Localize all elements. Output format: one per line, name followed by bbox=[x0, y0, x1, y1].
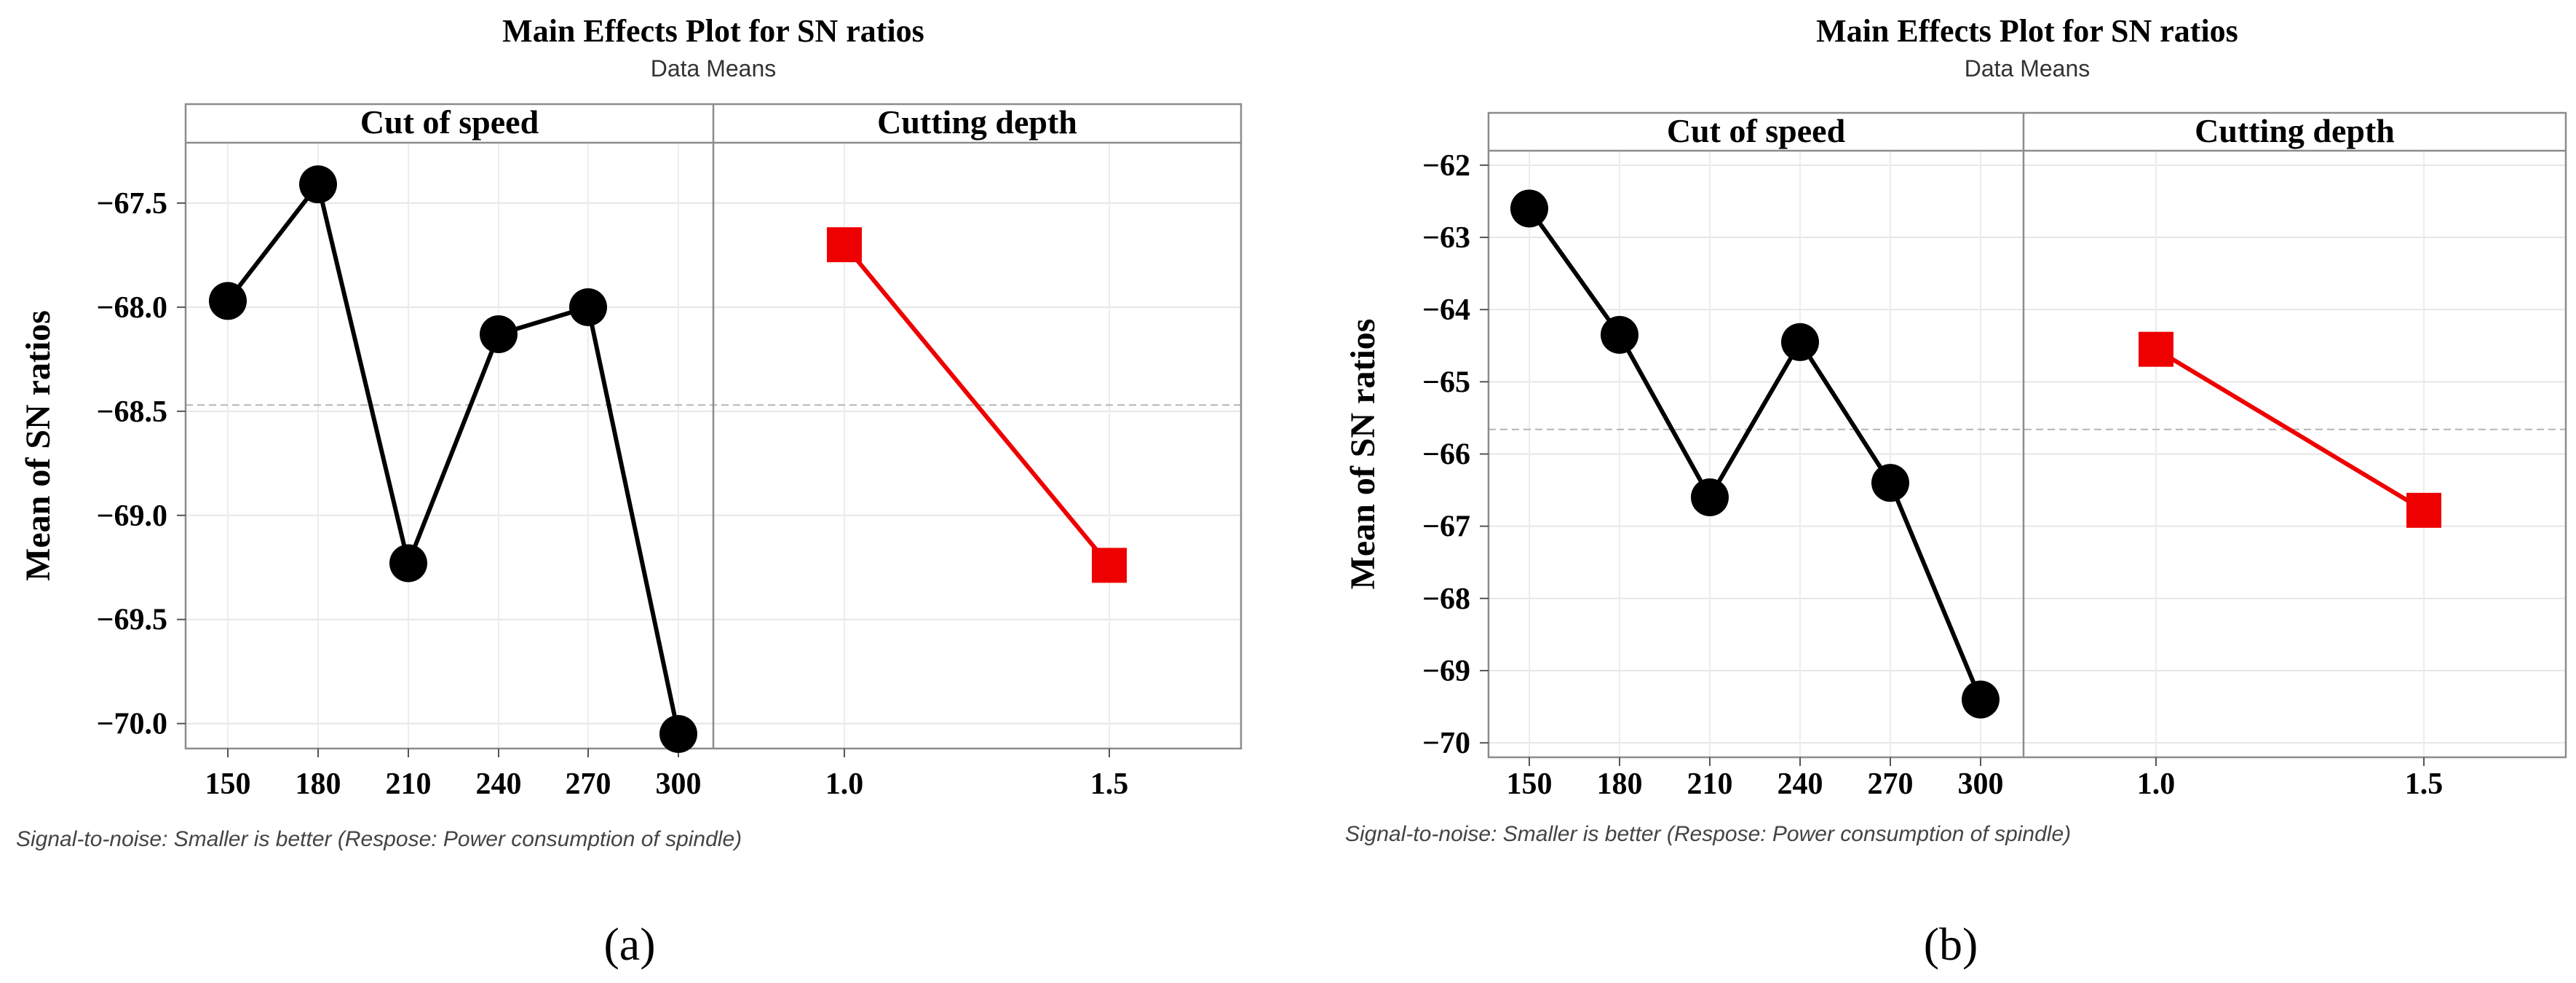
x-tick-label: 150 bbox=[205, 767, 251, 801]
data-point bbox=[1962, 680, 2000, 719]
panel-label: (a) bbox=[603, 918, 655, 970]
x-tick-label: 240 bbox=[476, 767, 522, 801]
y-tick-label: −68.0 bbox=[97, 291, 167, 325]
facet-strip-label: Cutting depth bbox=[877, 103, 1077, 141]
y-axis-label: Mean of SN ratios bbox=[19, 310, 58, 581]
chart-title: Main Effects Plot for SN ratios bbox=[502, 13, 924, 49]
data-point bbox=[1781, 323, 1819, 361]
x-tick-label: 300 bbox=[1958, 767, 2004, 801]
y-tick-label: −68 bbox=[1422, 583, 1470, 616]
series-cut-of-speed: 150 180 210 240 270 300 bbox=[1507, 189, 2004, 801]
y-tick-label: −69.5 bbox=[97, 604, 167, 637]
chart-subtitle: Data Means bbox=[1965, 55, 2090, 82]
series-line bbox=[842, 243, 1111, 567]
y-tick-label: −69 bbox=[1422, 655, 1470, 688]
data-point bbox=[1092, 548, 1127, 583]
x-tick-label: 180 bbox=[296, 767, 341, 801]
y-axis-label: Mean of SN ratios bbox=[1344, 319, 1382, 590]
x-tick-label: 1.0 bbox=[2137, 767, 2176, 801]
chart-panel-b: Main Effects Plot for SN ratios Data Mean… bbox=[1344, 13, 2567, 970]
y-tick-label: −66 bbox=[1422, 438, 1470, 472]
y-tick-label: −67 bbox=[1422, 510, 1470, 544]
data-point bbox=[299, 165, 337, 204]
y-tick-label: −65 bbox=[1422, 366, 1470, 399]
data-point bbox=[2406, 492, 2441, 528]
series-cut-of-speed: 150 180 210 240 270 300 bbox=[205, 165, 702, 801]
data-point bbox=[1510, 189, 1548, 228]
x-tick-label: 1.5 bbox=[2405, 767, 2444, 801]
x-tick-label: 270 bbox=[1868, 767, 1914, 801]
chart-subtitle: Data Means bbox=[651, 55, 777, 82]
data-point bbox=[659, 714, 697, 753]
series-line bbox=[2155, 347, 2425, 513]
y-tick-label: −63 bbox=[1422, 221, 1470, 255]
data-point bbox=[389, 544, 427, 583]
x-tick-label: 270 bbox=[566, 767, 611, 801]
y-tick-label: −68.5 bbox=[97, 395, 167, 429]
y-tick-label: −62 bbox=[1422, 149, 1470, 183]
data-point bbox=[209, 282, 247, 320]
x-tick-label: 210 bbox=[1687, 767, 1733, 801]
gridlines bbox=[1489, 151, 2566, 757]
facet-strip-label: Cutting depth bbox=[2195, 112, 2395, 149]
data-point bbox=[569, 288, 607, 326]
y-axis: −67.5 −68.0 −68.5 −69.0 −69.5 −70.0 bbox=[97, 187, 186, 741]
chart-title: Main Effects Plot for SN ratios bbox=[1816, 13, 2238, 49]
y-tick-label: −67.5 bbox=[97, 187, 167, 221]
plot-frame bbox=[1487, 111, 2567, 759]
y-tick-label: −69.0 bbox=[97, 500, 167, 533]
series-line bbox=[226, 182, 681, 735]
series-cutting-depth: 1.0 1.5 bbox=[2137, 331, 2444, 801]
chart-panel-a: Main Effects Plot for SN ratios Data Mean… bbox=[16, 13, 1243, 970]
y-tick-label: −70.0 bbox=[97, 708, 167, 741]
chart-footnote: Signal-to-noise: Smaller is better (Resp… bbox=[16, 827, 742, 851]
series-cutting-depth: 1.0 1.5 bbox=[825, 227, 1129, 801]
panel-label: (b) bbox=[1924, 918, 1978, 970]
x-tick-label: 300 bbox=[656, 767, 702, 801]
x-tick-label: 1.0 bbox=[825, 767, 864, 801]
x-tick-label: 210 bbox=[386, 767, 432, 801]
facet-strip-label: Cut of speed bbox=[360, 103, 539, 141]
y-tick-label: −64 bbox=[1422, 293, 1470, 327]
y-axis: −62 −63 −64 −65 −66 −67 −68 −69 −70 bbox=[1422, 149, 1489, 760]
data-point bbox=[827, 227, 862, 263]
data-point bbox=[1691, 478, 1729, 516]
x-tick-label: 150 bbox=[1507, 767, 1553, 801]
data-point bbox=[1871, 464, 1909, 502]
y-tick-label: −70 bbox=[1422, 727, 1470, 760]
data-point bbox=[1601, 315, 1638, 354]
chart-footnote: Signal-to-noise: Smaller is better (Resp… bbox=[1345, 822, 2071, 846]
x-tick-label: 240 bbox=[1778, 767, 1823, 801]
facet-strip-label: Cut of speed bbox=[1667, 112, 1846, 149]
series-line bbox=[1527, 207, 1983, 700]
data-point bbox=[2139, 331, 2173, 367]
x-tick-label: 1.5 bbox=[1090, 767, 1129, 801]
data-point bbox=[480, 315, 518, 354]
x-tick-label: 180 bbox=[1597, 767, 1643, 801]
